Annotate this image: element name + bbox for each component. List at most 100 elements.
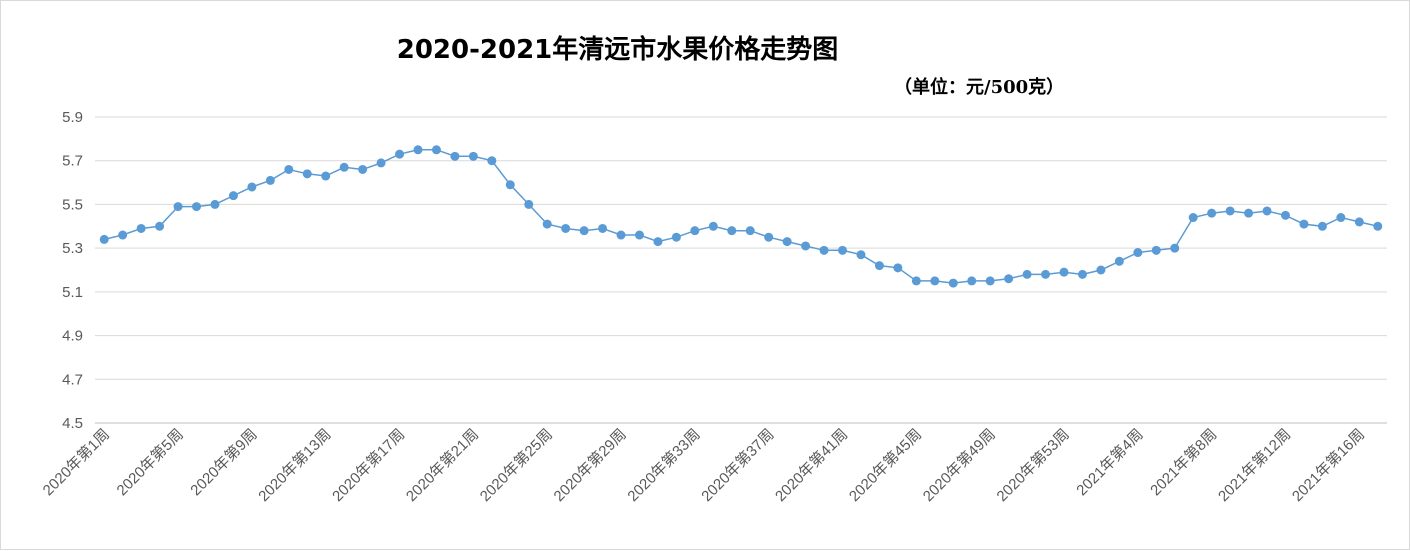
data-point: [173, 202, 183, 212]
data-point: [265, 175, 275, 185]
data-point: [524, 199, 534, 209]
x-tick-label: 2020年第21周: [402, 425, 482, 505]
data-point: [247, 182, 257, 192]
data-point: [1170, 243, 1180, 253]
y-tick-label: 5.1: [62, 284, 83, 301]
x-tick-label: 2020年第41周: [771, 425, 851, 505]
data-point: [155, 221, 165, 231]
y-tick-label: 4.5: [62, 415, 83, 432]
data-point: [985, 276, 995, 286]
data-point: [561, 223, 571, 233]
data-point: [819, 245, 829, 255]
data-point: [616, 230, 626, 240]
data-point: [653, 237, 663, 247]
data-point: [634, 230, 644, 240]
data-point: [893, 263, 903, 273]
chart-title: 2020-2021年清远市水果价格走势图: [396, 35, 839, 65]
data-point: [358, 164, 368, 174]
data-point: [838, 245, 848, 255]
data-point: [450, 151, 460, 161]
data-point: [967, 276, 977, 286]
data-point: [1188, 213, 1198, 223]
x-tick-label: 2020年第53周: [993, 425, 1073, 505]
data-point: [118, 230, 128, 240]
data-point: [1151, 245, 1161, 255]
x-tick-label: 2020年第29周: [550, 425, 630, 505]
x-tick-label: 2021年第12周: [1214, 425, 1294, 505]
data-point: [1317, 221, 1327, 231]
data-point: [413, 145, 423, 155]
data-point: [284, 164, 294, 174]
data-point: [376, 158, 386, 168]
y-tick-label: 5.5: [62, 196, 83, 213]
data-point: [782, 237, 792, 247]
data-point: [1096, 265, 1106, 275]
data-point: [192, 202, 202, 212]
data-point: [1207, 208, 1217, 218]
data-point: [690, 226, 700, 236]
data-point: [1059, 267, 1069, 277]
data-point: [948, 278, 958, 288]
data-point: [745, 226, 755, 236]
y-tick-label: 5.7: [62, 153, 83, 170]
y-tick-label: 4.9: [62, 328, 83, 345]
x-tick-label: 2020年第13周: [255, 425, 335, 505]
data-point: [1373, 221, 1383, 231]
x-tick-label: 2020年第25周: [476, 425, 556, 505]
data-point: [395, 149, 405, 159]
data-point: [431, 145, 441, 155]
series-line: [104, 149, 1378, 284]
x-tick-label: 2021年第4周: [1073, 425, 1147, 499]
x-tick-label: 2020年第5周: [113, 425, 187, 499]
data-point: [708, 221, 718, 231]
data-point: [228, 191, 238, 201]
data-point: [598, 223, 608, 233]
data-point: [1041, 269, 1051, 279]
x-tick-label: 2020年第33周: [624, 425, 704, 505]
data-point: [1262, 206, 1272, 216]
x-tick-label: 2020年第9周: [187, 425, 261, 499]
data-point: [1004, 274, 1014, 284]
x-tick-label: 2020年第17周: [328, 425, 408, 505]
chart-unit-subtitle: （单位：元/500克）: [894, 77, 1065, 98]
data-point: [136, 223, 146, 233]
data-point: [339, 162, 349, 172]
y-tick-label: 5.9: [62, 109, 83, 126]
data-point: [911, 276, 921, 286]
y-tick-label: 4.7: [62, 371, 83, 388]
data-point: [671, 232, 681, 242]
data-point: [1336, 213, 1346, 223]
data-point: [1133, 248, 1143, 258]
data-point: [210, 199, 220, 209]
data-point: [930, 276, 940, 286]
data-point: [1114, 256, 1124, 266]
data-point: [542, 219, 552, 229]
data-point: [801, 241, 811, 251]
data-point: [856, 250, 866, 260]
data-point: [764, 232, 774, 242]
data-point: [1354, 217, 1364, 227]
y-tick-label: 5.3: [62, 240, 83, 257]
data-point: [505, 180, 515, 190]
x-tick-label: 2020年第1周: [39, 425, 113, 499]
data-point: [99, 234, 109, 244]
data-point: [727, 226, 737, 236]
data-point: [1077, 269, 1087, 279]
x-tick-label: 2021年第8周: [1146, 425, 1220, 499]
data-point: [1299, 219, 1309, 229]
data-point: [468, 151, 478, 161]
data-point: [321, 171, 331, 181]
data-point: [302, 169, 312, 179]
data-point: [487, 156, 497, 166]
data-point: [874, 261, 884, 271]
x-tick-label: 2020年第45周: [845, 425, 925, 505]
data-point: [1244, 208, 1254, 218]
data-point: [1022, 269, 1032, 279]
data-point: [1225, 206, 1235, 216]
x-tick-label: 2021年第16周: [1288, 425, 1368, 505]
x-tick-label: 2020年第37周: [698, 425, 778, 505]
data-point: [1280, 210, 1290, 220]
data-point: [579, 226, 589, 236]
